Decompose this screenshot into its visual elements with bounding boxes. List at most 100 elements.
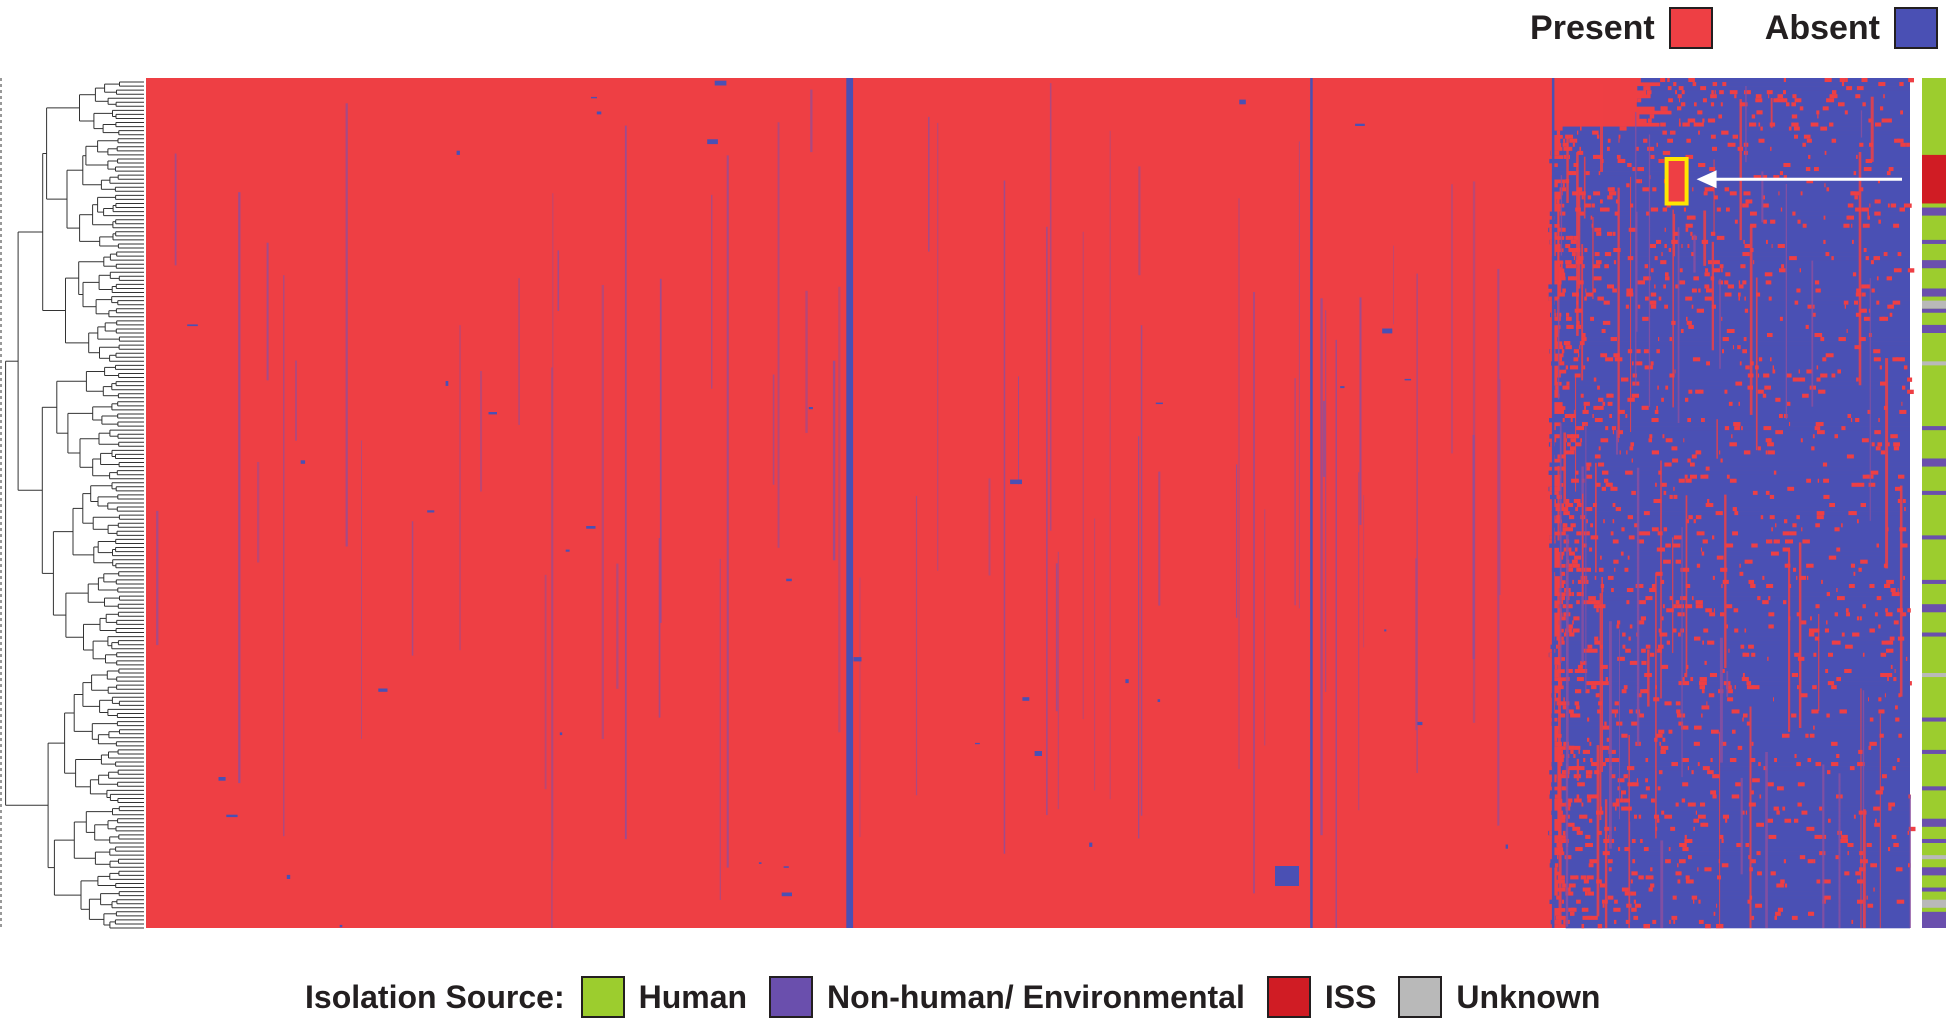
heatmap-cell-present	[1562, 705, 1567, 710]
heatmap-cell-present	[1675, 559, 1681, 565]
heatmap-cell-present	[1625, 304, 1629, 310]
heatmap-cell-present	[1702, 640, 1704, 645]
heatmap-cell-present	[1563, 523, 1566, 528]
heatmap-cell-present	[1589, 547, 1593, 552]
heatmap-cell-present	[1643, 511, 1650, 516]
heatmap-cell-present	[1729, 90, 1738, 95]
heatmap-cell-present	[1570, 276, 1577, 281]
heatmap-cell-present	[1729, 758, 1737, 763]
heatmap-cell-present	[1570, 146, 1573, 152]
heatmap-cell-present	[1696, 563, 1701, 569]
heatmap-cell-present	[1746, 681, 1752, 686]
heatmap-cell-present	[1886, 648, 1894, 654]
heatmap-cell-present	[1791, 102, 1796, 107]
heatmap-cell-present	[1693, 818, 1699, 824]
heatmap-cell-present	[1892, 766, 1896, 771]
heatmap-cell-present	[1572, 142, 1575, 148]
heatmap-row-absent	[1554, 215, 1910, 220]
heatmap-cell-present	[1687, 418, 1691, 423]
heatmap-accessory-streak	[1558, 266, 1562, 296]
heatmap-cell-present	[1651, 450, 1659, 455]
heatmap-accessory-streak	[1681, 527, 1683, 778]
heatmap-accessory-streak	[1578, 187, 1581, 289]
heatmap-cell-present	[1598, 567, 1604, 573]
heatmap-cell-present	[1701, 713, 1703, 718]
heatmap-cell-present	[1680, 535, 1682, 540]
heatmap-cell-present	[1704, 296, 1713, 301]
heatmap-cell-present	[1559, 466, 1564, 471]
heatmap-cell-present	[1868, 118, 1872, 123]
heatmap-cell-present	[1750, 583, 1756, 589]
heatmap-cell-present	[1760, 515, 1764, 520]
heatmap-cell-present	[1569, 138, 1578, 144]
heatmap-cell-present	[1611, 758, 1620, 763]
heatmap-cell-present	[1565, 134, 1573, 140]
heatmap-row-absent	[1558, 689, 1910, 694]
heatmap-cell-present	[1575, 478, 1579, 484]
heatmap-cell-present	[1890, 203, 1897, 208]
heatmap-cell-present	[1674, 369, 1676, 374]
heatmap-cell-present	[1629, 660, 1636, 666]
heatmap-row-absent	[1548, 227, 1910, 233]
heatmap-cell-present	[1619, 158, 1625, 164]
heatmap-accessory-streak	[1693, 234, 1696, 273]
heatmap-cell-present	[1583, 648, 1591, 654]
heatmap-core-streak	[1359, 297, 1362, 525]
heatmap-core-streak	[544, 574, 547, 790]
heatmap-cell-present	[1554, 919, 1561, 925]
heatmap-cell-present	[1870, 863, 1877, 868]
heatmap-cell-present	[1764, 272, 1773, 277]
heatmap-cell-present	[1895, 486, 1902, 492]
heatmap-cell-present	[1624, 847, 1630, 852]
heatmap-cell-present	[1600, 555, 1602, 560]
heatmap-cell-present	[1810, 616, 1812, 621]
heatmap-cell-present	[1664, 814, 1672, 820]
heatmap-row-absent	[1565, 563, 1910, 569]
heatmap-cell-present	[1658, 337, 1660, 342]
heatmap-cell-present	[1574, 701, 1580, 706]
heatmap-accessory-streak	[1672, 209, 1674, 408]
heatmap-row-absent	[1557, 749, 1910, 755]
heatmap-cell-present	[1563, 697, 1565, 702]
heatmap-cell-present	[1820, 337, 1825, 342]
heatmap-cell-present	[1792, 523, 1797, 528]
legend-absent: Absent	[1765, 7, 1938, 49]
heatmap-row-absent	[1555, 426, 1910, 431]
heatmap-cell-present	[1672, 543, 1681, 548]
heatmap-cell-present	[1698, 130, 1700, 135]
heatmap-cell-present	[1855, 312, 1861, 318]
heatmap-cell-present	[1680, 102, 1686, 107]
heatmap-cell-present	[1618, 430, 1623, 435]
heatmap-accessory-streak	[1563, 432, 1566, 504]
heatmap-cell-present	[1880, 652, 1887, 658]
heatmap-cell-present	[1601, 681, 1609, 686]
heatmap-cell-present	[1855, 94, 1861, 99]
heatmap-row-absent	[1549, 239, 1910, 245]
heatmap-cell-present	[1578, 774, 1581, 779]
heatmap-cell-present	[1594, 575, 1597, 581]
heatmap-cell-present	[1762, 203, 1769, 208]
heatmap-cell-present	[1685, 879, 1694, 884]
heatmap-cell-present	[1612, 231, 1616, 237]
heatmap-cell-present	[1733, 608, 1739, 613]
heatmap-cell-present	[1580, 438, 1582, 443]
heatmap-cell-present	[1793, 377, 1800, 382]
heatmap-cell-present	[1650, 154, 1655, 160]
heatmap-cell-present	[1713, 260, 1720, 265]
heatmap-row-absent	[1560, 264, 1910, 269]
heatmap-cell-present	[1602, 903, 1605, 909]
heatmap-cell-present	[1583, 879, 1589, 884]
heatmap-cell-present	[1581, 543, 1587, 548]
heatmap-row-absent	[1557, 377, 1910, 382]
heatmap-row-absent	[1551, 681, 1910, 686]
heatmap-core-speck	[1157, 699, 1161, 702]
heatmap-cell-present	[1611, 774, 1616, 779]
heatmap-cell-present	[1895, 705, 1898, 710]
heatmap-cell-present	[1844, 668, 1852, 674]
heatmap-core-streak	[1323, 400, 1326, 477]
heatmap-cell-present	[1702, 766, 1710, 771]
heatmap-cell-present	[1686, 519, 1689, 524]
heatmap-cell-present	[1651, 527, 1659, 532]
heatmap-row-absent	[1564, 503, 1910, 508]
heatmap-accessory-streak	[1713, 159, 1715, 236]
